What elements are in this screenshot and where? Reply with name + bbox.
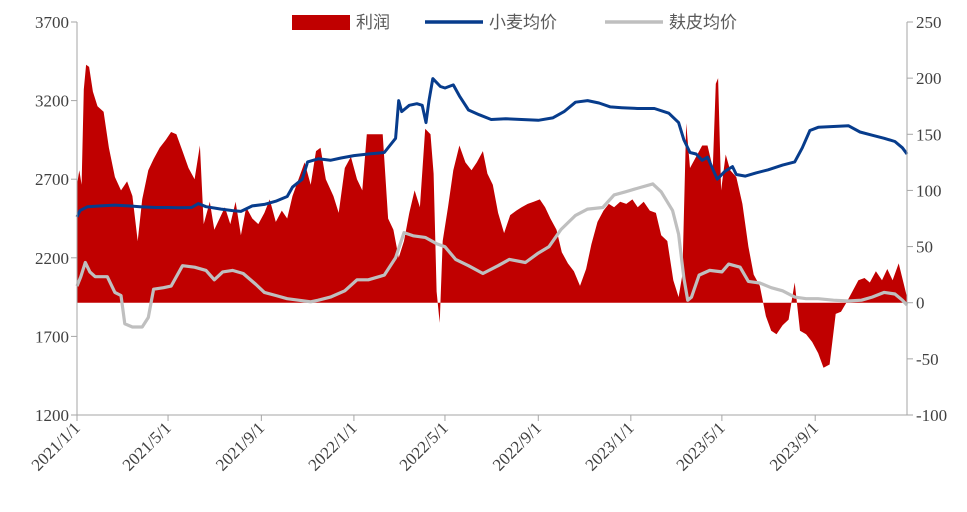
legend-label-profit: 利润: [356, 13, 390, 33]
legend-label-bran: 麸皮均价: [669, 13, 737, 33]
y-right-tick-label: 100: [916, 181, 942, 200]
y-right-tick-label: -50: [916, 350, 939, 369]
y-right-tick-label: 150: [916, 125, 942, 144]
series-wheat-line: [75, 77, 909, 218]
y-left-tick-label: 3700: [35, 13, 69, 32]
series-profit-area: [77, 64, 907, 368]
x-tick-label: 2022/1/1: [305, 418, 361, 474]
y-right-tick-label: 250: [916, 13, 942, 32]
legend-swatch-profit: [292, 15, 350, 30]
y-left-tick-label: 2200: [35, 249, 69, 268]
y-right-tick-label: 0: [916, 294, 925, 313]
price-lines-layer: [75, 77, 909, 329]
series-bran-line: [75, 182, 909, 329]
legend: 利润 小麦均价 麸皮均价: [292, 13, 737, 33]
legend-item-wheat: 小麦均价: [425, 13, 557, 33]
y-right-tick-label: -100: [916, 406, 947, 425]
x-tick-label: 2022/9/1: [489, 418, 545, 474]
y-left-tick-label: 1700: [35, 327, 69, 346]
x-tick-label: 2023/1/1: [581, 418, 637, 474]
x-tick-label: 2022/5/1: [396, 418, 452, 474]
y-left-tick-label: 3200: [35, 92, 69, 111]
profit-area-layer: [77, 64, 907, 368]
x-tick-label: 2021/5/1: [119, 418, 175, 474]
legend-label-wheat: 小麦均价: [489, 13, 557, 33]
x-tick-label: 2021/1/1: [28, 418, 84, 474]
x-tick-label: 2023/5/1: [673, 418, 729, 474]
legend-item-bran: 麸皮均价: [605, 13, 737, 33]
x-tick-label: 2023/9/1: [766, 418, 822, 474]
legend-item-profit: 利润: [292, 13, 390, 33]
y-left-tick-label: 2700: [35, 170, 69, 189]
y-left-tick-label: 1200: [35, 406, 69, 425]
y-right-tick-label: 50: [916, 238, 933, 257]
x-tick-label: 2021/9/1: [212, 418, 268, 474]
y-right-tick-label: 200: [916, 69, 942, 88]
